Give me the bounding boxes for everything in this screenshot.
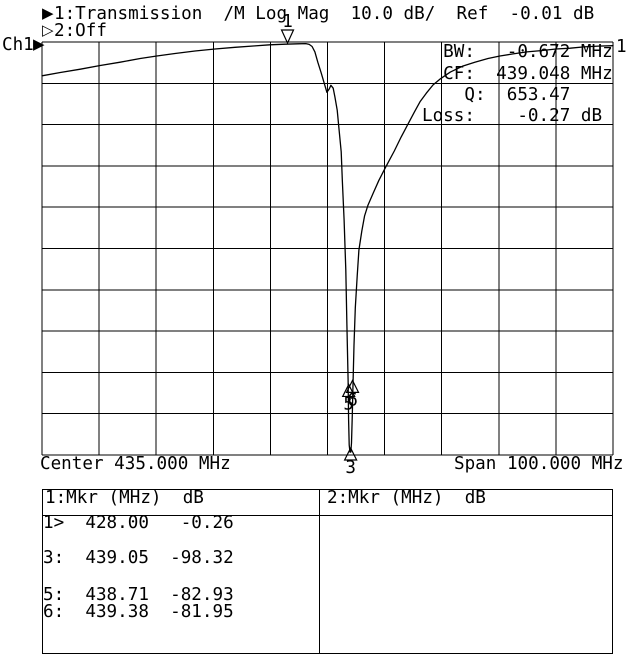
channel-label: Ch1 (2, 35, 34, 55)
plot-area: 1 3 56 1 (41, 12, 627, 478)
trace1-settings-text: 1:Transmission /M Log Mag 10.0 dB/ Ref -… (54, 4, 595, 24)
marker-row-1: 1> 428.00 -0.26 (43, 513, 234, 533)
marker-3-number: 3 (345, 458, 356, 478)
marker-5-number: 5 (343, 394, 354, 414)
marker-table-1-header: 1:Mkr (MHz) dB (45, 488, 204, 508)
marker-table-divider (319, 490, 320, 653)
center-frequency-label: Center 435.000 MHz (40, 454, 231, 474)
trace1-active-icon: ▶ (42, 4, 54, 22)
marker-5-symbol (341, 383, 356, 398)
marker-6-symbol (345, 379, 360, 394)
marker-table-2-header: 2:Mkr (MHz) dB (327, 488, 486, 508)
span-label: Span 100.000 MHz (454, 454, 624, 474)
marker-1-number: 1 (282, 12, 293, 32)
readout-bw: BW: -0.672 MHz (422, 42, 613, 63)
readout-q: Q: 653.47 (422, 84, 571, 105)
plot-markers: 1 3 56 (280, 12, 360, 478)
channel-ref-arrow-icon: ▶ (33, 35, 45, 53)
trace2-inactive-icon: ▷ (42, 21, 54, 39)
marker-3-symbol (343, 446, 358, 461)
marker-row-3: 3: 439.05 -98.32 (43, 548, 234, 568)
marker-row-6: 6: 439.38 -81.95 (43, 602, 234, 622)
marker-row-5: 5: 438.71 -82.93 (43, 585, 234, 605)
readout-cf: CF: 439.048 MHz (422, 63, 613, 84)
trace2-settings-text: 2:Off (54, 21, 107, 41)
trace-number-label: 1 (616, 37, 627, 57)
graticule (41, 41, 614, 456)
trace-1 (41, 42, 614, 453)
marker-6-number: 6 (347, 390, 358, 410)
readout-loss: Loss: -0.27 dB (422, 106, 603, 126)
marker-table-header-rule (43, 515, 612, 516)
marker-1-symbol (280, 29, 295, 45)
marker-table (42, 489, 613, 654)
